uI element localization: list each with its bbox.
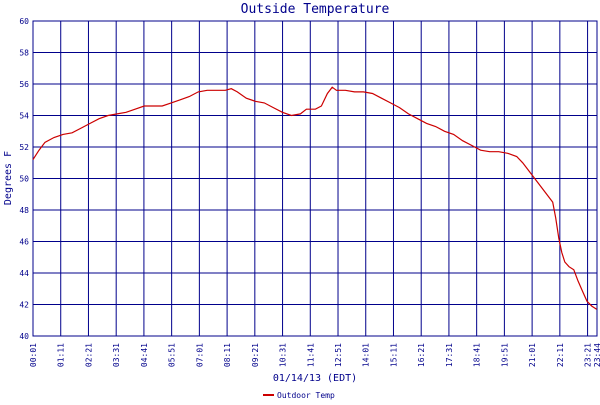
x-tick-labels: 00:01 01:11 02:21 03:31 04:41 05:51 07:01 08:11… — [29, 343, 600, 367]
x-tick-label: 21:01 — [528, 343, 537, 367]
plot-border — [32, 20, 598, 337]
x-tick-label: 23:21 — [584, 343, 593, 367]
x-tick-label: 04:41 — [140, 343, 149, 367]
x-tick-label: 17:31 — [445, 343, 454, 367]
y-tick-label: 50 — [19, 175, 29, 184]
y-tick-label: 40 — [19, 332, 29, 341]
x-tick-label: 11:41 — [306, 343, 315, 367]
x-tick-label: 02:21 — [84, 343, 93, 367]
x-tick-label: 22:11 — [556, 343, 565, 367]
y-tick-labels: 40 42 44 46 48 50 52 54 56 58 60 — [19, 17, 29, 341]
y-tick-label: 46 — [19, 238, 29, 247]
x-tick-label: 23:44 — [593, 343, 600, 367]
grid — [32, 20, 598, 337]
x-tick-label: 03:31 — [112, 343, 121, 367]
x-tick-label: 08:11 — [223, 343, 232, 367]
x-tick-label: 15:11 — [389, 343, 398, 367]
x-tick-label: 12:51 — [334, 343, 343, 367]
x-tick-label: 07:01 — [195, 343, 204, 367]
y-tick-label: 52 — [19, 143, 29, 152]
series-line-outdoor-temp — [32, 86, 597, 310]
x-tick-label: 01:11 — [57, 343, 66, 367]
legend: Outdoor Temp — [263, 391, 335, 400]
x-tick-label: 00:01 — [29, 343, 38, 367]
x-axis-label: 01/14/13 (EDT) — [273, 373, 357, 384]
chart-title: Outside Temperature — [241, 2, 390, 17]
y-tick-label: 60 — [19, 17, 29, 26]
y-tick-label: 44 — [19, 269, 29, 278]
x-tick-label: 05:51 — [168, 343, 177, 367]
series-outdoor-temp — [32, 86, 597, 310]
y-tick-label: 56 — [19, 80, 29, 89]
x-tick-label: 14:01 — [362, 343, 371, 367]
x-tick-label: 18:41 — [473, 343, 482, 367]
y-tick-label: 48 — [19, 206, 29, 215]
y-tick-label: 58 — [19, 49, 29, 58]
x-tick-label: 19:51 — [500, 343, 509, 367]
y-axis-label: Degrees F — [3, 151, 14, 205]
y-tick-label: 42 — [19, 301, 29, 310]
x-tick-label: 10:31 — [279, 343, 288, 367]
legend-label-outdoor-temp: Outdoor Temp — [277, 391, 335, 400]
y-tick-label: 54 — [19, 112, 29, 121]
x-tick-label: 09:21 — [251, 343, 260, 367]
x-tick-label: 16:21 — [417, 343, 426, 367]
